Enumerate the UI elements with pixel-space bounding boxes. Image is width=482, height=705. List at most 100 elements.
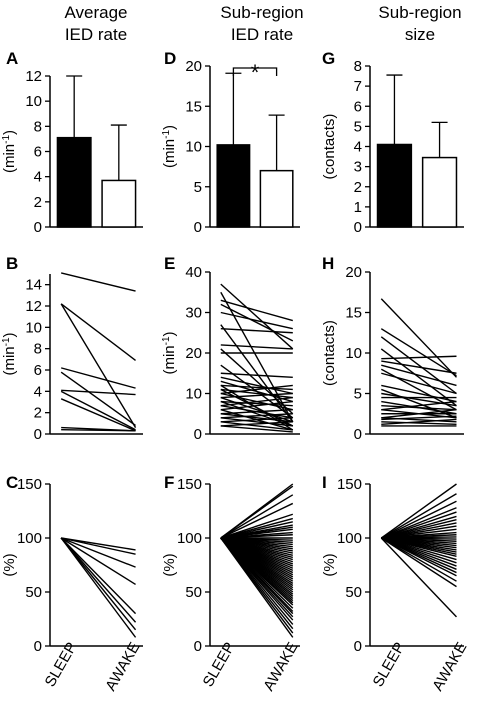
y-tick-label-i: 150 <box>337 476 362 493</box>
y-tick-label-g: 7 <box>354 78 362 95</box>
bar-sleep-d <box>216 144 251 228</box>
subject-line-b-0 <box>60 272 136 292</box>
x-label-awake-col1: AWAKE <box>102 640 143 694</box>
subject-line-e-30 <box>220 413 293 419</box>
subject-line-h-4 <box>381 355 457 360</box>
y-tick-label-g: 5 <box>354 118 362 135</box>
y-tick-label-h: 0 <box>354 426 362 443</box>
y-tick-label-e: 30 <box>185 305 202 322</box>
y-tick-label-c: 100 <box>17 530 42 547</box>
subject-line-h-8 <box>381 372 457 395</box>
y-tick-label-f: 50 <box>185 584 202 601</box>
subject-line-b-3 <box>60 367 136 389</box>
subject-line-e-24 <box>220 396 293 407</box>
y-axis-label-a: (min-1) <box>1 130 18 173</box>
subject-line-h-6 <box>381 364 457 387</box>
y-tick-label-d: 20 <box>185 58 202 75</box>
subject-line-b-5 <box>61 389 136 396</box>
panel-i: 0 50 100 150 (%) <box>321 476 464 655</box>
subject-line-e-35 <box>220 425 293 433</box>
panel-a: 0 2 4 6 8 10 12 (min-1) <box>1 68 143 236</box>
subject-line-i-28 <box>380 537 457 582</box>
subject-line-h-1 <box>380 328 457 377</box>
subject-line-c-5 <box>60 537 137 623</box>
subject-line-e-7 <box>220 344 293 350</box>
y-axis-label-c: (%) <box>1 553 18 576</box>
y-tick-label-c: 0 <box>34 638 42 655</box>
subject-line-e-32 <box>220 417 293 423</box>
y-axis-label-b: (min-1) <box>1 332 18 375</box>
subject-line-h-2 <box>380 336 457 395</box>
subject-line-i-2 <box>380 500 457 539</box>
column-title-1-line-1: Average <box>64 3 127 22</box>
subject-line-e-18 <box>220 384 293 395</box>
subject-line-e-12 <box>220 376 293 395</box>
y-axis-label-e: (min-1) <box>161 331 178 374</box>
y-tick-label-c: 50 <box>25 584 42 601</box>
subject-line-e-22 <box>220 400 293 407</box>
subject-line-e-2 <box>220 299 293 322</box>
y-tick-label-c: 150 <box>17 476 42 493</box>
y-tick-label-g: 1 <box>354 199 362 216</box>
subject-line-c-0 <box>61 537 136 551</box>
y-tick-label-g: 0 <box>354 219 362 236</box>
subject-line-i-27 <box>380 537 457 577</box>
y-tick-label-h: 20 <box>345 264 362 281</box>
subject-line-e-11 <box>220 372 293 378</box>
y-tick-label-g: 4 <box>354 139 362 156</box>
y-tick-label-d: 15 <box>185 98 202 115</box>
y-tick-label-f: 0 <box>194 638 202 655</box>
y-tick-label-a: 2 <box>34 194 42 211</box>
y-tick-label-d: 10 <box>185 139 202 156</box>
column-title-3-line-2: size <box>405 25 435 44</box>
y-tick-label-e: 10 <box>185 386 202 403</box>
subject-line-h-16 <box>381 400 457 411</box>
subject-line-c-4 <box>60 537 137 615</box>
y-axis-label-h: (contacts) <box>321 320 338 386</box>
panel-letter-d: D <box>164 49 176 68</box>
column-title-1-line-2: IED rate <box>65 25 127 44</box>
subject-line-c-6 <box>60 537 137 631</box>
y-tick-label-e: 20 <box>185 345 202 362</box>
subject-line-e-33 <box>220 421 293 431</box>
panel-letter-f: F <box>164 473 174 492</box>
subject-line-h-9 <box>381 384 457 403</box>
y-tick-label-h: 10 <box>345 345 362 362</box>
panel-letter-h: H <box>322 254 334 273</box>
y-tick-label-i: 50 <box>345 584 362 601</box>
subject-line-i-0 <box>380 483 457 539</box>
subject-line-e-26 <box>220 400 293 411</box>
x-label-awake-col2: AWAKE <box>260 640 301 694</box>
panel-letter-a: A <box>6 49 18 68</box>
y-tick-label-a: 12 <box>25 68 42 85</box>
subject-line-h-0 <box>380 298 457 378</box>
panel-letter-e: E <box>164 254 175 273</box>
y-tick-label-a: 4 <box>34 169 42 186</box>
subject-line-i-1 <box>380 493 457 539</box>
y-tick-label-i: 0 <box>354 638 362 655</box>
subject-line-e-0 <box>220 283 294 350</box>
subject-line-e-3 <box>220 303 294 342</box>
y-axis-label-g: (contacts) <box>321 114 338 180</box>
subject-line-f-3 <box>220 502 294 539</box>
subject-line-c-3 <box>60 537 136 586</box>
subject-line-e-4 <box>220 311 293 330</box>
x-label-awake-col3: AWAKE <box>429 640 470 694</box>
subject-line-i-29 <box>380 537 457 588</box>
bar-sleep-a <box>56 136 92 228</box>
subject-line-b-9 <box>61 429 136 432</box>
subject-line-i-30 <box>380 537 457 618</box>
panel-e: 0 10 20 30 40 (min-1) <box>161 264 300 443</box>
subject-line-e-20 <box>220 392 293 399</box>
bar-awake-g <box>421 156 458 228</box>
subject-line-b-4 <box>60 371 136 427</box>
x-label-sleep-col2: SLEEP <box>200 640 239 690</box>
panel-letter-b: B <box>6 254 18 273</box>
panel-d: 0 5 10 15 20 (min-1) * <box>161 58 300 236</box>
panel-f: 0 50 100 150 (%) <box>161 476 300 655</box>
subject-line-e-31 <box>220 417 293 427</box>
subject-line-c-1 <box>61 537 136 555</box>
subject-line-b-6 <box>60 390 136 431</box>
y-axis-label-d: (min-1) <box>161 125 178 168</box>
